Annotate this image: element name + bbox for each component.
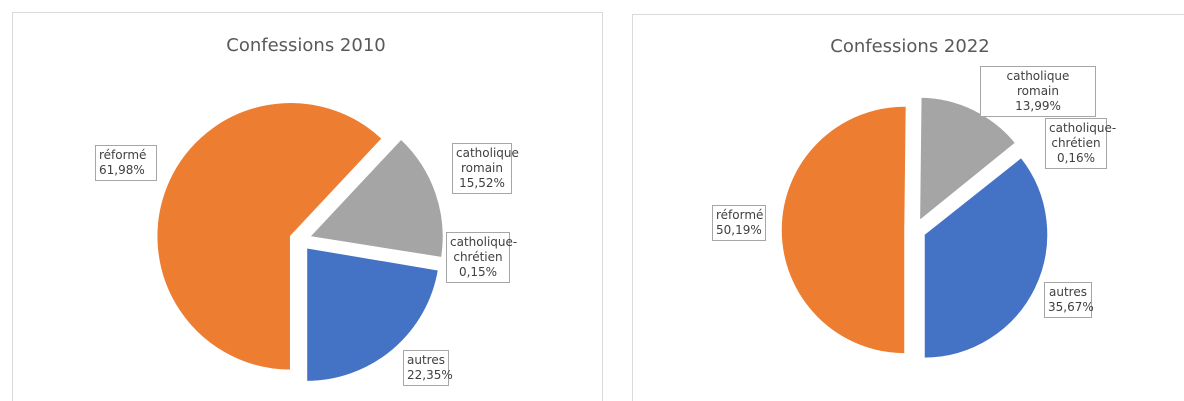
pie-slice: [923, 156, 1049, 360]
data-label: autres 22,35%: [403, 350, 453, 386]
label-name: réformé: [99, 148, 147, 162]
label-name: autres: [407, 353, 445, 367]
pie-slice: [305, 246, 440, 383]
chart-title: Confessions 2022: [830, 36, 990, 57]
pie-slice: [307, 137, 445, 259]
label-value: 15,52%: [459, 176, 505, 190]
label-name: catholique romain: [1006, 69, 1070, 98]
pie-slice: [780, 105, 908, 355]
label-name: catholique romain: [456, 146, 519, 175]
label-name: autres: [1049, 285, 1087, 299]
panel: [632, 14, 1184, 401]
label-value: 0,16%: [1056, 151, 1096, 165]
pie-slice: [922, 144, 1022, 225]
label-name: réformé: [716, 208, 764, 222]
label-value: 50,19%: [716, 223, 762, 237]
data-label: autres 35,67%: [1044, 282, 1094, 318]
chart-title: Confessions 2010: [226, 35, 386, 56]
data-label: catholique romain 13,99%: [980, 66, 1096, 117]
data-label: catholique romain 15,52%: [452, 143, 519, 194]
label-value: 0,15%: [458, 265, 498, 279]
label-value: 35,67%: [1048, 300, 1094, 314]
pie-slice: [309, 240, 444, 265]
data-label: catholique-chrétien 0,15%: [446, 232, 518, 283]
pie-slice: [918, 96, 1017, 223]
data-label: réformé 50,19%: [712, 205, 766, 241]
label-value: 61,98%: [99, 163, 145, 177]
label-name: catholique-chrétien: [450, 235, 518, 264]
label-value: 22,35%: [407, 368, 453, 382]
panel: [12, 12, 603, 401]
label-name: catholique-chrétien: [1049, 121, 1117, 150]
data-label: catholique-chrétien 0,16%: [1045, 118, 1117, 169]
label-value: 13,99%: [1015, 99, 1061, 113]
data-label: réformé 61,98%: [95, 145, 157, 181]
pie-slice: [155, 101, 384, 372]
